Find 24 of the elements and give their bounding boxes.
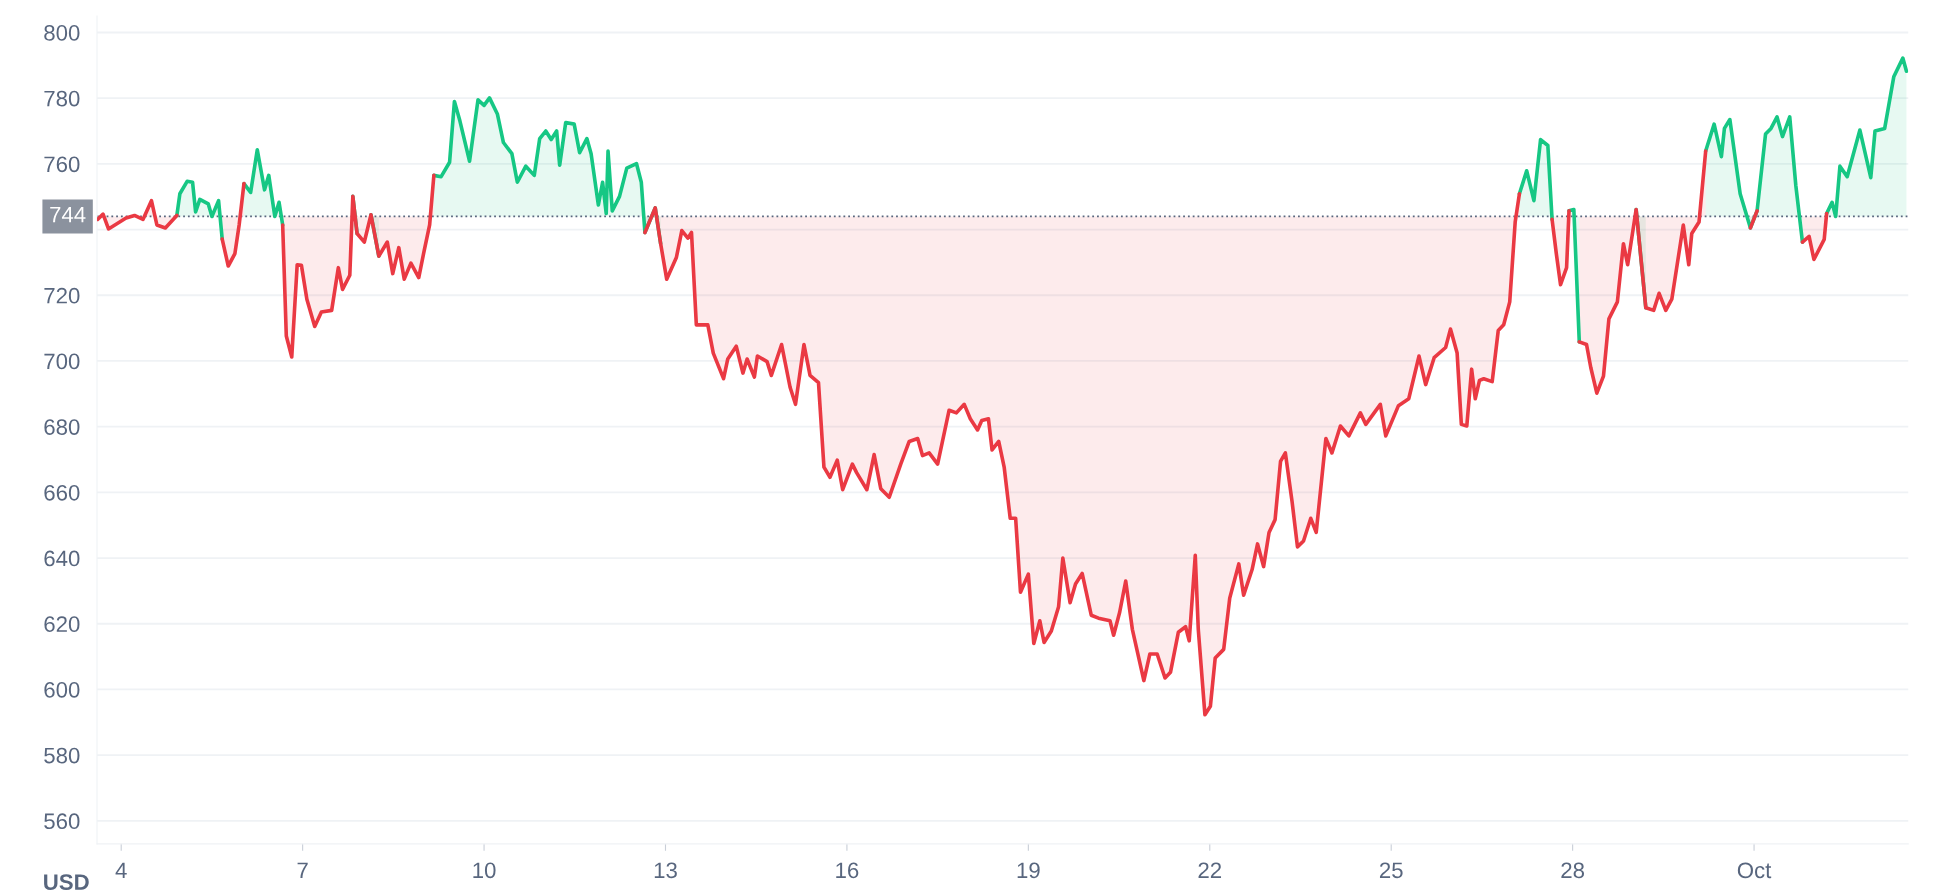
x-tick-label: 16 [836, 862, 859, 879]
x-tick-label: 4 [115, 862, 127, 878]
y-tick-label: 780 [44, 90, 80, 107]
x-tick-label: 13 [654, 862, 677, 879]
y-tick-label: 660 [44, 484, 80, 501]
y-axis-title: USD [44, 874, 89, 890]
y-tick-label: 800 [44, 25, 80, 41]
y-tick-label: 580 [44, 747, 80, 764]
x-tick-label: 28 [1561, 862, 1585, 879]
y-tick-label: 560 [44, 813, 80, 830]
x-tick-label: 7 [297, 862, 308, 878]
x-tick-label: 10 [473, 862, 496, 879]
x-tick-label: Oct [1737, 862, 1772, 879]
y-tick-label: 680 [44, 419, 80, 435]
y-tick-label: 600 [44, 681, 80, 698]
y-tick-label: 760 [44, 156, 80, 173]
x-tick-label: 22 [1198, 862, 1222, 878]
x-tick-label: 25 [1379, 862, 1403, 879]
y-tick-label: 640 [44, 550, 80, 567]
y-tick-label: 720 [44, 287, 80, 304]
y-tick-label: 620 [44, 616, 80, 633]
y-tick-label: 700 [44, 353, 80, 370]
x-tick-label: 19 [1017, 862, 1040, 879]
ref-line-label: 744 [50, 206, 86, 223]
